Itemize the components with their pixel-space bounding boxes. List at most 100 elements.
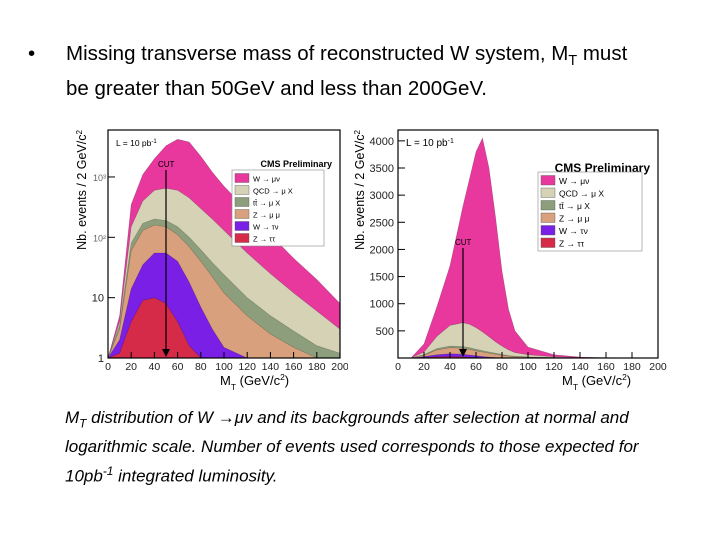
x-tick-label: 20 <box>418 361 430 373</box>
legend-swatch-z_mumu <box>234 209 250 219</box>
legend-entry: Z → ττ <box>253 235 275 244</box>
cut-label: CUT <box>455 238 472 247</box>
caption-superscript: -1 <box>102 464 114 479</box>
y-tick-label: 10 <box>92 293 104 305</box>
x-axis-label-m: M <box>562 373 573 388</box>
bullet-marker: • <box>28 42 36 65</box>
y-axis-label-text: Nb. events / 2 GeV/c <box>75 135 89 250</box>
x-tick-label: 140 <box>571 361 589 373</box>
cut-label: CUT <box>158 160 175 169</box>
legend-swatch-z_tautau <box>540 237 556 248</box>
x-tick-label: 40 <box>444 361 456 373</box>
lumi-text: L = 10 pb <box>116 138 152 148</box>
legend-entry: QCD → μ X <box>559 189 604 199</box>
y-tick-label: 2000 <box>370 244 394 256</box>
x-tick-label: 160 <box>285 361 303 373</box>
lumi-superscript: -1 <box>151 139 157 145</box>
x-tick-label: 180 <box>623 361 641 373</box>
x-axis-label: MT (GeV/c2) <box>562 372 631 392</box>
x-tick-label: 0 <box>395 361 401 373</box>
cut-arrow-icon <box>459 349 467 357</box>
legend-entry: Z → μ μ <box>559 214 590 224</box>
legend-swatch-w_taunu <box>540 225 556 236</box>
x-axis-label-subscript: T <box>573 382 578 392</box>
bullet-text: Missing transverse mass of reconstructed… <box>66 40 696 103</box>
bullet-line1-tail: must <box>577 42 628 65</box>
x-tick-label: 160 <box>597 361 615 373</box>
legend-entry: Z → μ μ <box>253 211 280 220</box>
x-tick-label: 200 <box>331 361 348 373</box>
chart-title: CMS Preliminary <box>555 161 651 175</box>
y-axis-label-superscript: 2 <box>353 130 362 135</box>
legend-box <box>537 171 643 252</box>
x-tick-label: 180 <box>308 361 326 373</box>
x-tick-label: 120 <box>545 361 563 373</box>
x-axis-label-close: ) <box>627 373 631 388</box>
legend-entry: Z → ττ <box>559 239 585 249</box>
cut-arrow-icon <box>162 349 170 357</box>
x-axis-label-superscript: 2 <box>280 372 285 382</box>
legend-swatch-w_munu <box>234 173 250 183</box>
legend-entry: W → τν <box>559 226 588 236</box>
caption-m: M <box>65 408 80 427</box>
lumi-label: L = 10 pb-1 <box>116 138 157 148</box>
x-tick-label: 60 <box>172 361 184 373</box>
caption-tail: integrated luminosity. <box>113 467 278 487</box>
x-tick-label: 80 <box>496 361 508 373</box>
legend-entry: W → μν <box>559 176 589 186</box>
x-axis-label: MT (GeV/c2) <box>220 372 289 392</box>
log-scale-plot: 0 20 40 60 80 100 120 140 160 180 200 1 10 10² 10³ CUT L… <box>75 129 348 392</box>
legend-swatch-w_taunu <box>234 221 250 231</box>
x-tick-label: 200 <box>649 361 667 373</box>
chart-title: CMS Preliminary <box>260 159 332 169</box>
x-tick-label: 100 <box>215 361 233 373</box>
legend-entry: tt̄ → μ X <box>253 199 280 208</box>
x-axis-label-m: M <box>220 373 231 388</box>
x-tick-label: 40 <box>149 361 161 373</box>
legend-swatch-z_mumu <box>540 212 556 223</box>
x-tick-label: 80 <box>195 361 207 373</box>
y-axis-label-superscript: 2 <box>75 130 84 135</box>
y-tick-label: 500 <box>376 326 394 338</box>
legend-entry: QCD → μ X <box>253 187 293 196</box>
x-axis-label-unit: (GeV/c <box>236 373 281 388</box>
caption-t-subscript: T <box>79 416 87 431</box>
y-tick-label: 2500 <box>370 217 394 229</box>
legend-entry: W → τν <box>253 223 279 232</box>
y-tick-label: 1500 <box>370 272 394 284</box>
lumi-superscript: -1 <box>448 138 454 145</box>
y-tick-label: 3500 <box>370 163 394 175</box>
x-axis-label-unit: (GeV/c <box>578 373 623 388</box>
linear-scale-plot: 0 20 40 60 80 100 120 140 160 180 200 500 1000 1500 20… <box>353 129 667 392</box>
y-tick-label: 10³ <box>93 173 106 183</box>
lumi-text: L = 10 pb <box>406 138 448 149</box>
x-axis-label-superscript: 2 <box>622 372 627 382</box>
legend-entry: W → μν <box>253 175 280 184</box>
legend-swatch-ttbar <box>540 200 556 211</box>
y-tick-label: 1000 <box>370 299 394 311</box>
legend-entry: tt̄ → μ X <box>559 201 590 211</box>
x-tick-label: 0 <box>105 361 111 373</box>
legend-swatch-w_munu <box>540 175 556 186</box>
x-tick-label: 140 <box>262 361 280 373</box>
legend-swatch-qcd <box>540 187 556 198</box>
bullet-line1-subscript: T <box>568 53 578 70</box>
x-tick-label: 60 <box>470 361 482 373</box>
caption-text: distribution of W →μν and its background… <box>65 408 639 487</box>
x-tick-label: 100 <box>519 361 537 373</box>
x-tick-label: 120 <box>238 361 256 373</box>
x-tick-label: 20 <box>125 361 137 373</box>
x-axis-label-subscript: T <box>231 382 236 392</box>
legend-swatch-qcd <box>234 185 250 195</box>
bullet-line2-text: be greater than 50GeV and less than 200G… <box>66 77 487 101</box>
y-axis-label: Nb. events / 2 GeV/c2 <box>353 130 368 250</box>
lumi-label: L = 10 pb-1 <box>406 138 454 150</box>
legend-swatch-ttbar <box>234 197 250 207</box>
x-axis-label-close: ) <box>285 373 289 388</box>
y-tick-label: 3000 <box>370 190 394 202</box>
y-axis-label: Nb. events / 2 GeV/c2 <box>75 130 90 250</box>
y-tick-label: 4000 <box>370 136 394 148</box>
bullet-line1-text: Missing transverse mass of reconstructed… <box>66 42 569 65</box>
legend-swatch-z_tautau <box>234 233 250 243</box>
y-axis-label-text: Nb. events / 2 GeV/c <box>353 135 367 250</box>
